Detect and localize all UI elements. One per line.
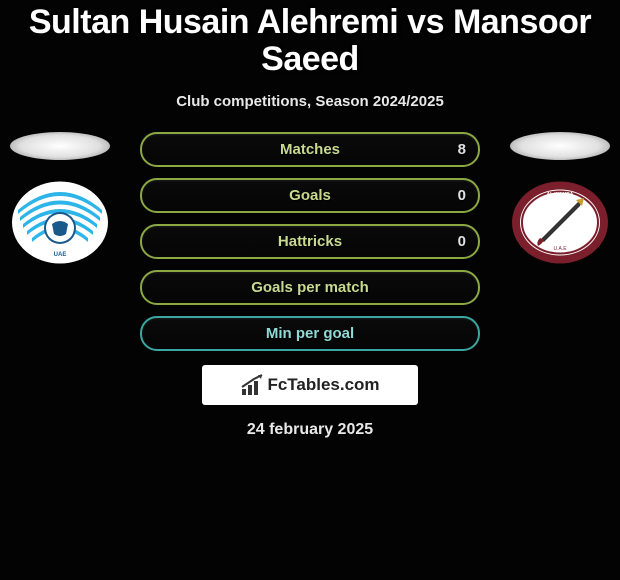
player-right-column: U.A.E AL WAHDA: [510, 132, 610, 265]
club-badge-right: U.A.E AL WAHDA: [510, 180, 610, 265]
stat-row-matches: Matches 8: [140, 132, 480, 167]
stats-list: Matches 8 Goals 0 Hattricks 0 Goals per …: [140, 132, 480, 351]
svg-text:U.A.E: U.A.E: [553, 246, 567, 252]
player-right-avatar: [510, 132, 610, 160]
date-label: 24 february 2025: [0, 421, 620, 439]
stat-row-goals-per-match: Goals per match: [140, 270, 480, 305]
stat-label: Matches: [280, 141, 340, 158]
stat-right-value: 8: [458, 141, 466, 158]
stat-row-goals: Goals 0: [140, 178, 480, 213]
svg-text:AL WAHDA: AL WAHDA: [547, 192, 574, 198]
player-left-avatar: [10, 132, 110, 160]
page-title: Sultan Husain Alehremi vs Mansoor Saeed: [0, 0, 620, 79]
fctables-logo[interactable]: FcTables.com: [202, 365, 418, 405]
comparison-card: Sultan Husain Alehremi vs Mansoor Saeed …: [0, 0, 620, 450]
stat-label: Goals per match: [251, 279, 369, 296]
chart-icon: [240, 373, 264, 397]
stat-right-value: 0: [458, 187, 466, 204]
logo-text: FcTables.com: [267, 375, 379, 395]
stat-label: Min per goal: [266, 325, 354, 342]
stat-row-hattricks: Hattricks 0: [140, 224, 480, 259]
stat-row-min-per-goal: Min per goal: [140, 316, 480, 351]
arena: UAE U.A.E AL WAHDA: [0, 132, 620, 351]
club-badge-left: UAE: [10, 180, 110, 265]
stat-label: Goals: [289, 187, 331, 204]
stat-label: Hattricks: [278, 233, 342, 250]
stat-right-value: 0: [458, 233, 466, 250]
svg-text:UAE: UAE: [54, 252, 67, 258]
player-left-column: UAE: [10, 132, 110, 265]
subtitle: Club competitions, Season 2024/2025: [0, 93, 620, 110]
